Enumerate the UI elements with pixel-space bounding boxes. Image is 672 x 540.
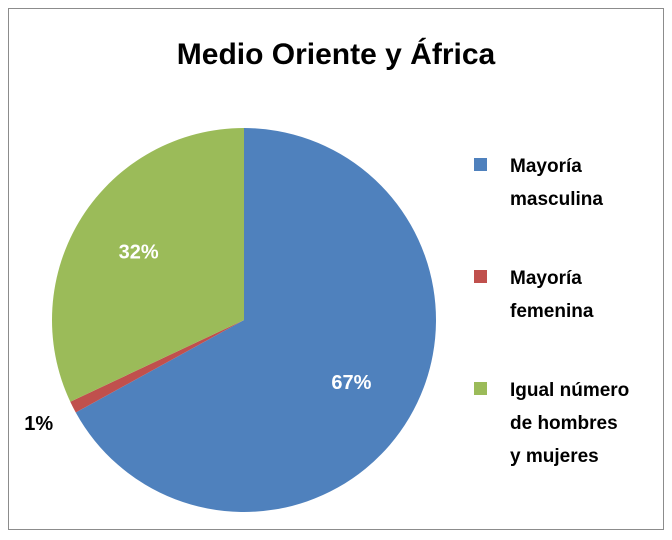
chart-title: Medio Oriente y África: [177, 37, 496, 71]
pie-slice: [75, 128, 437, 513]
data-label: 67%: [331, 372, 371, 394]
legend-label: Igual número de hombres y mujeres: [510, 380, 630, 467]
legend-swatch: [474, 382, 487, 395]
legend-item: Mayoría masculina: [470, 150, 660, 262]
legend-swatch: [474, 270, 487, 283]
legend-item: Igual número de hombres y mujeres: [470, 374, 660, 486]
pie-slice: [51, 128, 245, 402]
legend-label: Mayoría masculina: [510, 156, 603, 210]
legend: Mayoría masculina Mayoría femenina Igual n…: [470, 150, 660, 486]
legend-item: Mayoría femenina: [470, 262, 660, 374]
pie-slice: [70, 320, 244, 413]
data-label: 32%: [119, 241, 159, 263]
data-label: 1%: [24, 413, 53, 435]
legend-swatch: [474, 158, 487, 171]
legend-label: Mayoría femenina: [510, 268, 594, 322]
